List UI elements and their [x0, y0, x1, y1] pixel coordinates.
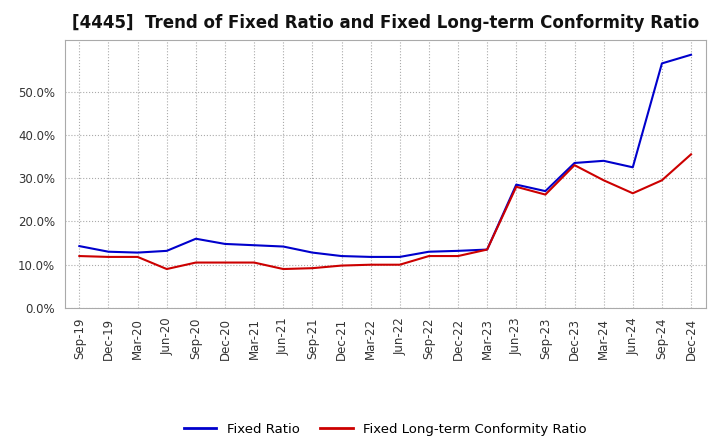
Title: [4445]  Trend of Fixed Ratio and Fixed Long-term Conformity Ratio: [4445] Trend of Fixed Ratio and Fixed Lo…	[71, 15, 699, 33]
Legend: Fixed Ratio, Fixed Long-term Conformity Ratio: Fixed Ratio, Fixed Long-term Conformity …	[179, 418, 592, 440]
